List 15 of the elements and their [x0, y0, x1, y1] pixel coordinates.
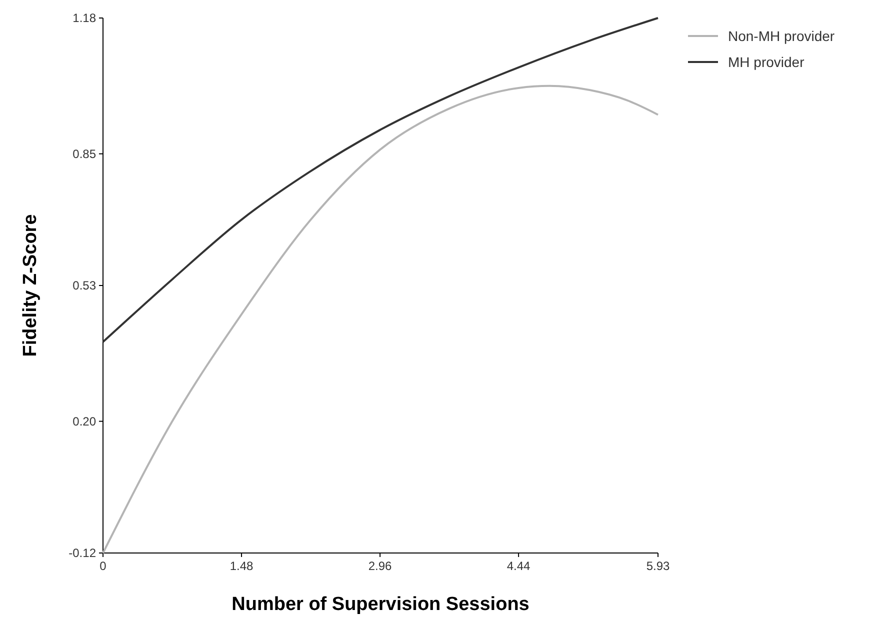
- line-series: [102, 17, 659, 343]
- x-axis-title: Number of Supervision Sessions: [232, 594, 530, 615]
- y-tick-label: 0.85: [72, 146, 96, 161]
- x-tick-label: 4.44: [506, 559, 531, 573]
- y-tick-label: 0.20: [72, 414, 96, 428]
- x-tick-label: 1.48: [230, 559, 254, 573]
- legend-label: Non-MH provider: [728, 28, 835, 44]
- x-tick-label: 2.96: [368, 559, 392, 573]
- x-tick-label: 5.93: [646, 559, 670, 573]
- y-tick-label: 1.18: [72, 11, 96, 25]
- y-tick-label: -0.12: [68, 546, 96, 560]
- y-axis-title: Fidelity Z-Score: [20, 214, 41, 357]
- legend-label: MH provider: [728, 54, 805, 70]
- y-tick-label: 0.53: [72, 278, 96, 292]
- x-tick-label: 0: [100, 559, 107, 573]
